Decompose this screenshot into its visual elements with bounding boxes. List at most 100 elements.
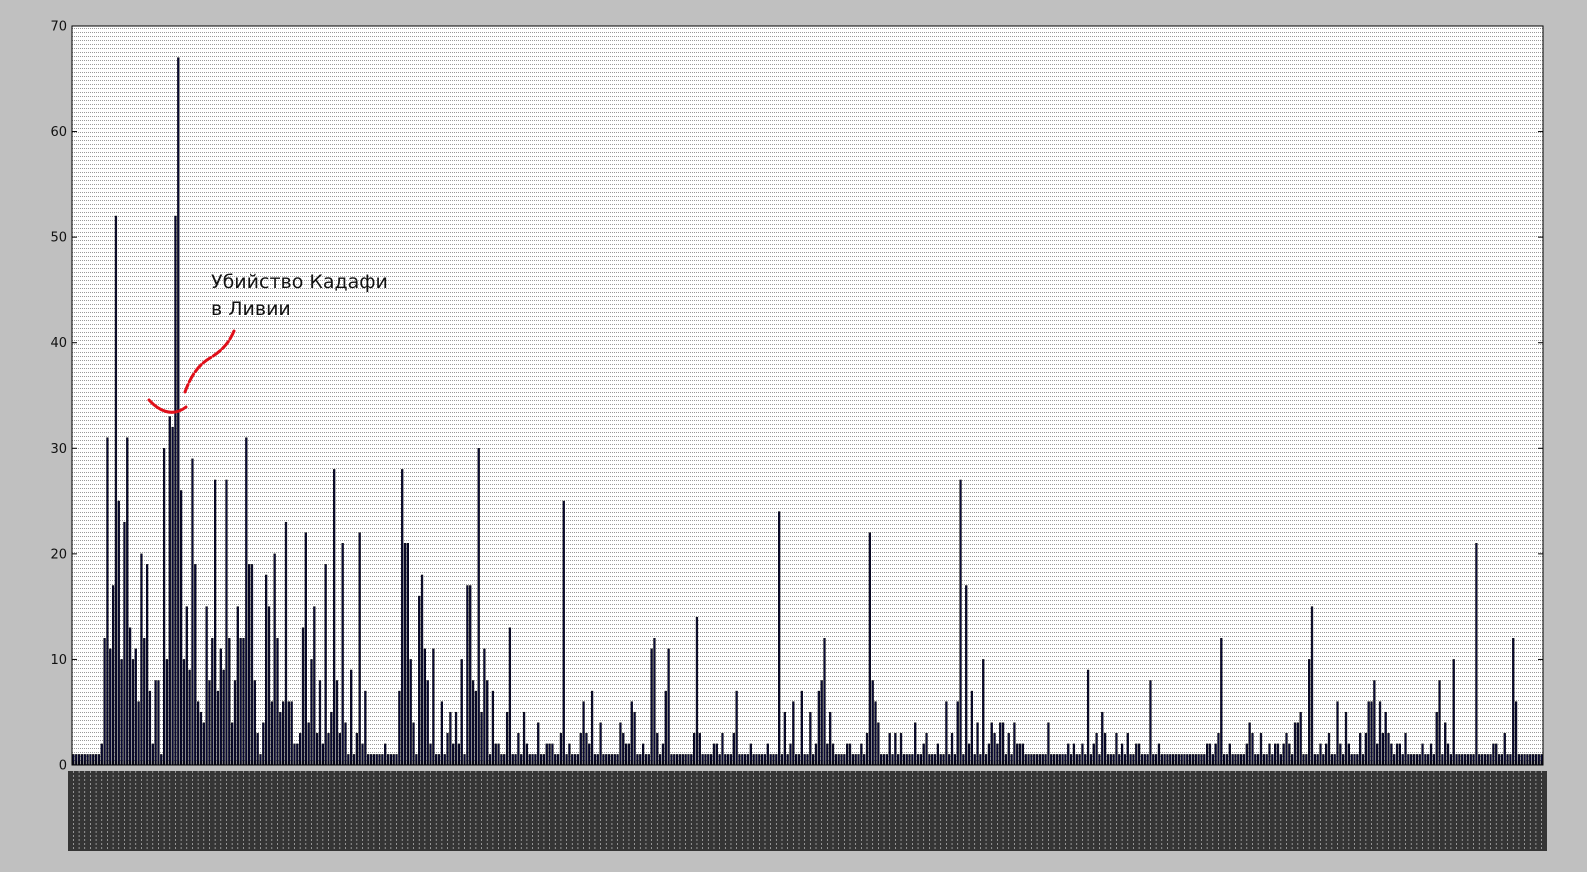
bar [914,722,917,766]
bar [664,690,667,766]
bar [559,733,563,766]
bar [1381,733,1384,766]
bar [236,606,239,766]
bar [364,690,367,766]
bar [1344,711,1348,766]
bar [423,648,426,766]
bar [1293,722,1297,766]
bar [735,690,738,766]
bar [145,564,149,766]
bar [877,722,880,766]
bar [630,701,633,766]
bar [440,701,444,766]
bar [432,648,435,766]
bar [622,733,625,766]
bar [335,680,339,766]
bar [242,638,245,766]
bar [1373,680,1376,766]
bar [214,479,217,766]
bar [477,448,480,766]
bar [1115,733,1118,766]
bar [1296,722,1299,766]
bar [197,701,200,766]
bar [871,680,874,766]
bar [199,711,203,766]
bar [1001,722,1005,766]
bar [1259,733,1263,766]
y-tick-label: 10 [50,653,67,668]
bar [316,733,319,766]
bar [344,722,347,766]
bar [162,448,166,766]
bar [137,701,140,766]
bar [1378,701,1382,766]
bar [480,711,483,766]
bar [338,733,341,766]
bar [194,564,197,766]
bar [1444,722,1447,766]
bar [1475,543,1478,766]
annotation: Убийство Кадафи в Ливии [147,271,388,414]
bar [1149,680,1152,766]
bar [899,733,903,766]
bar [426,680,429,766]
bar [1514,701,1518,766]
bar [522,711,526,766]
bar [1364,733,1367,766]
annotation-marker-arc [147,398,188,414]
bar [1452,659,1455,766]
bar [1336,701,1339,766]
bar [820,680,823,766]
bar [874,701,877,766]
bar [140,553,143,766]
bar [792,701,795,766]
bar [460,659,463,766]
bar [262,722,265,766]
bar [120,659,123,766]
bar [999,722,1002,766]
bar [310,659,313,766]
bar [330,711,333,766]
bar [1370,701,1373,766]
bar [491,690,495,766]
bar [327,733,330,766]
bar [817,690,820,766]
bar [483,648,486,766]
x-tick-labels-overlap [68,771,1547,851]
bar [1438,680,1441,766]
bar [1310,606,1314,766]
bar [126,437,129,766]
bar [1308,659,1311,766]
bar [134,648,137,766]
annotation-arrow [183,329,236,394]
bar [778,511,781,766]
bar [219,648,222,766]
bar [800,690,803,766]
bar [208,680,211,766]
bar [698,733,701,766]
plot-grid [72,26,1543,765]
bar [1503,733,1506,766]
bar [599,722,602,766]
bar [1217,733,1220,766]
bar [783,711,786,766]
bar [1404,733,1407,766]
annotation-line-1: Убийство Кадафи [211,271,388,293]
y-tick-label: 50 [50,231,67,246]
bar [341,543,344,766]
bar [1367,701,1370,766]
y-tick-label: 60 [50,125,67,140]
bar [168,416,171,766]
bar [667,648,670,766]
bar [1327,733,1331,766]
bar [469,585,472,766]
bar [202,722,205,766]
bar [1435,711,1438,766]
bar [304,532,307,766]
bar [1248,722,1251,766]
bar [732,733,735,766]
bar [656,733,659,766]
bar [579,733,582,766]
bar [925,733,928,766]
